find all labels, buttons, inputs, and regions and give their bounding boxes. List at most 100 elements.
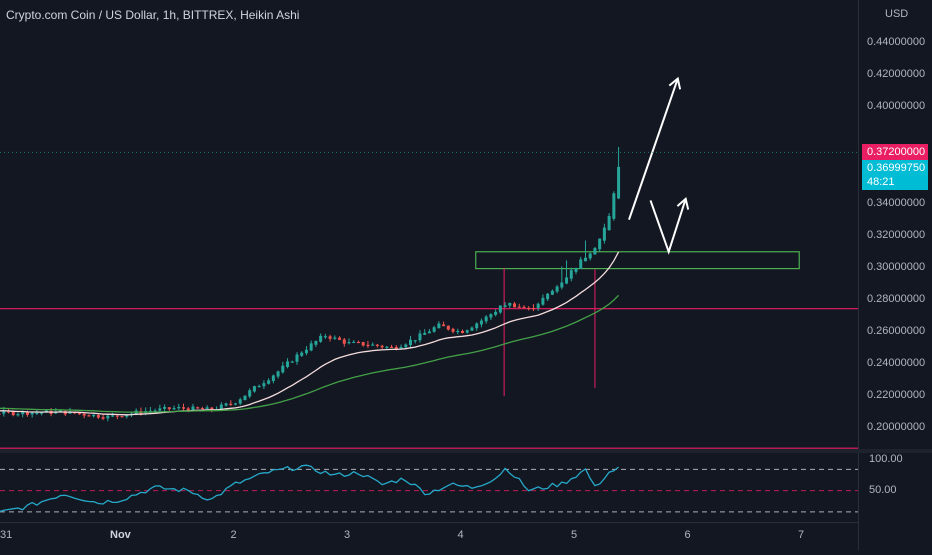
candle-body [546,293,550,300]
time-tick-label: 31 [0,529,13,541]
candle-body [479,320,483,325]
candle-body [16,414,20,416]
candle-body [205,407,209,409]
candle-body [248,390,252,397]
candle-body [338,337,342,340]
candle-body [229,403,233,406]
candle-body [531,307,535,310]
candle-body [418,333,422,341]
candle-body [390,346,394,349]
ema-slow-line [0,294,620,413]
last-price-badge: 0.37200000 [862,144,928,161]
price-tick-label: 0.24000000 [867,357,926,369]
candle-body [125,414,129,417]
time-axis-border [0,522,858,523]
candle-body [158,408,162,411]
projection-arrow [628,78,679,221]
candle-body [309,343,313,351]
candle-body [498,305,502,313]
candle-body [153,410,157,412]
candle-body [21,411,25,415]
candle-body [527,307,531,310]
candle-body [602,227,606,241]
candle-body [612,193,616,219]
candle-body [35,412,39,414]
candle-body [163,406,167,409]
candle-body [319,335,323,342]
candle-body [375,344,379,346]
price-tick-label: 0.42000000 [867,68,926,81]
candle-body [356,341,360,344]
candle-body [569,270,573,279]
currency-label: USD [885,8,909,20]
candle-body [470,327,474,331]
price-tick-label: 0.28000000 [867,292,926,305]
candle-body [413,340,417,342]
candle-body [148,410,152,413]
price-tick-label: 0.40000000 [867,100,926,113]
pane-separator[interactable] [0,449,932,453]
close-price-badge: 0.36999750 48:21 [862,160,928,191]
candle-body [342,339,346,344]
candle-body [172,408,176,410]
candle-body [408,339,412,346]
candle-body [565,277,569,284]
chart-title: Crypto.com Coin / US Dollar, 1h, BITTREX… [6,8,300,22]
candle-body [243,395,247,401]
candle-body [399,346,403,349]
close-price-value: 0.36999750 [867,162,926,175]
candle-body [11,411,15,416]
candle-body [465,330,469,333]
time-tick-label: 6 [684,529,691,541]
candle-body [461,330,465,334]
candle-body [210,407,214,411]
projection-arrow [649,198,687,255]
candle-body [427,331,431,334]
candle-body [276,371,280,377]
candle-body [224,403,228,406]
candle-body [607,215,611,231]
candle-body [304,349,308,354]
time-tick-label: 7 [798,529,805,541]
candle-body [40,412,44,414]
rsi-tick-label: 100.00 [869,453,903,466]
candle-body [25,412,29,416]
rsi-tick-label: 50.00 [869,483,897,496]
time-tick-label: 4 [457,529,464,541]
time-tick-label: 2 [230,529,237,541]
candle-body [593,247,597,255]
candle-body [333,337,337,339]
candle-body [385,346,389,348]
candle-body [252,386,256,392]
candle-body [271,375,275,382]
candle-body [347,342,351,344]
candle-body [536,303,540,309]
candle-body [323,336,327,338]
time-tick-label: Nov [110,529,131,541]
candle-body [560,282,564,288]
candle-body [257,386,261,388]
price-tick-label: 0.22000000 [867,389,926,402]
candle-body [583,257,587,262]
ema-fast-line [0,251,620,416]
price-tick-label: 0.30000000 [867,260,926,273]
candle-body [550,290,554,295]
candle-body [196,407,200,409]
candle-body [286,361,290,368]
candle-body [106,415,110,419]
rsi-line [0,464,619,513]
candle-body [446,325,450,330]
candle-body [267,380,271,384]
bar-countdown: 48:21 [867,176,895,189]
candle-body [82,413,86,416]
candle-body [300,352,304,356]
price-tick-label: 0.44000000 [867,36,926,49]
time-tick-label: 5 [571,529,578,541]
price-axis-border [858,0,859,550]
candle-body [77,412,81,415]
candle-body [522,306,526,309]
candle-body [475,323,479,329]
candle-body [0,413,1,415]
candle-body [513,303,517,308]
